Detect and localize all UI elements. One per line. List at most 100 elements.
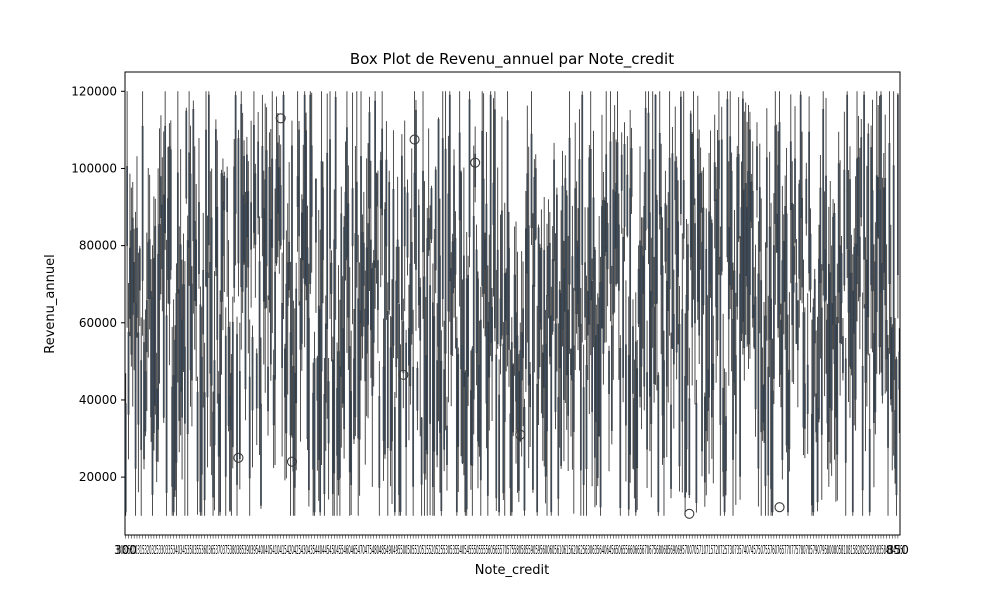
box-245 — [470, 350, 472, 490]
box-body — [665, 280, 668, 387]
box-102 — [268, 132, 271, 313]
box-21 — [154, 198, 157, 415]
box-89 — [250, 120, 252, 308]
box-body — [160, 176, 162, 219]
box-body — [716, 188, 719, 341]
box-194 — [398, 246, 400, 516]
box-body — [186, 240, 189, 435]
box-body — [172, 375, 175, 513]
box-body — [558, 289, 561, 369]
box-290 — [533, 159, 536, 373]
box-66 — [217, 371, 220, 516]
box-329 — [588, 144, 591, 415]
box-217 — [430, 185, 433, 244]
box-body — [873, 333, 875, 424]
box-body — [470, 390, 472, 465]
box-184 — [384, 202, 386, 459]
box-body — [167, 198, 169, 280]
box-body — [275, 159, 278, 264]
box-body — [846, 94, 849, 249]
box-body — [255, 353, 258, 409]
box-body — [253, 125, 255, 233]
box-body — [644, 107, 647, 231]
box-body — [601, 206, 603, 329]
box-body — [310, 145, 313, 217]
box-body — [337, 351, 340, 481]
box-389 — [672, 269, 675, 429]
box-468 — [784, 175, 787, 350]
box-469 — [785, 147, 788, 453]
box-169 — [362, 191, 365, 327]
box-body — [512, 364, 515, 433]
box-body — [540, 247, 543, 330]
box-body — [385, 159, 388, 247]
box-535 — [878, 95, 881, 375]
box-119 — [292, 300, 295, 516]
box-body — [237, 138, 240, 264]
box-287 — [529, 362, 531, 448]
box-body — [672, 314, 675, 365]
box-body — [333, 239, 336, 474]
box-16 — [147, 167, 150, 358]
box-545 — [892, 91, 895, 456]
box-body — [864, 304, 867, 383]
box-body — [444, 148, 447, 354]
box-body — [251, 337, 254, 411]
box-149 — [334, 91, 337, 320]
box-body — [240, 103, 243, 287]
box-body — [475, 249, 478, 354]
box-300 — [547, 199, 550, 319]
box-160 — [350, 330, 353, 516]
box-232 — [451, 233, 454, 357]
box-body — [742, 98, 744, 322]
box-197 — [402, 298, 405, 409]
box-195 — [399, 344, 402, 516]
box-body — [670, 404, 672, 489]
box-body — [519, 350, 522, 441]
box-72 — [226, 166, 229, 297]
box-body — [432, 302, 434, 488]
box-391 — [675, 156, 678, 380]
box-body — [892, 165, 895, 380]
box-374 — [651, 91, 654, 348]
box-349 — [616, 91, 619, 284]
box-body — [409, 263, 412, 387]
box-326 — [584, 207, 586, 340]
box-body — [805, 178, 808, 224]
box-118 — [291, 120, 293, 438]
box-274 — [510, 317, 513, 516]
box-body — [684, 376, 686, 498]
box-body — [774, 125, 777, 224]
box-body — [813, 279, 816, 344]
box-body — [871, 190, 874, 292]
box-297 — [543, 196, 546, 467]
box-body — [515, 312, 517, 402]
box-body — [696, 138, 699, 302]
box-453 — [763, 302, 765, 443]
box-body — [744, 183, 747, 276]
box-13 — [143, 319, 145, 470]
box-8 — [136, 156, 138, 338]
box-542 — [888, 91, 891, 354]
box-532 — [874, 222, 877, 435]
box-body — [486, 321, 489, 496]
box-113 — [284, 343, 286, 481]
box-344 — [609, 91, 612, 322]
box-body — [571, 256, 574, 381]
box-78 — [234, 91, 237, 266]
box-body — [840, 253, 843, 304]
box-body — [236, 334, 238, 485]
box-126 — [302, 144, 305, 279]
box-body — [309, 94, 312, 284]
box-body — [436, 360, 438, 456]
box-body — [395, 280, 398, 368]
box-204 — [412, 309, 415, 516]
box-501 — [830, 245, 833, 476]
box-body — [267, 366, 269, 412]
box-body — [770, 298, 772, 489]
box-387 — [670, 332, 672, 499]
box-24 — [158, 128, 161, 384]
box-251 — [478, 320, 481, 457]
box-446 — [753, 267, 756, 350]
box-body — [641, 255, 644, 294]
